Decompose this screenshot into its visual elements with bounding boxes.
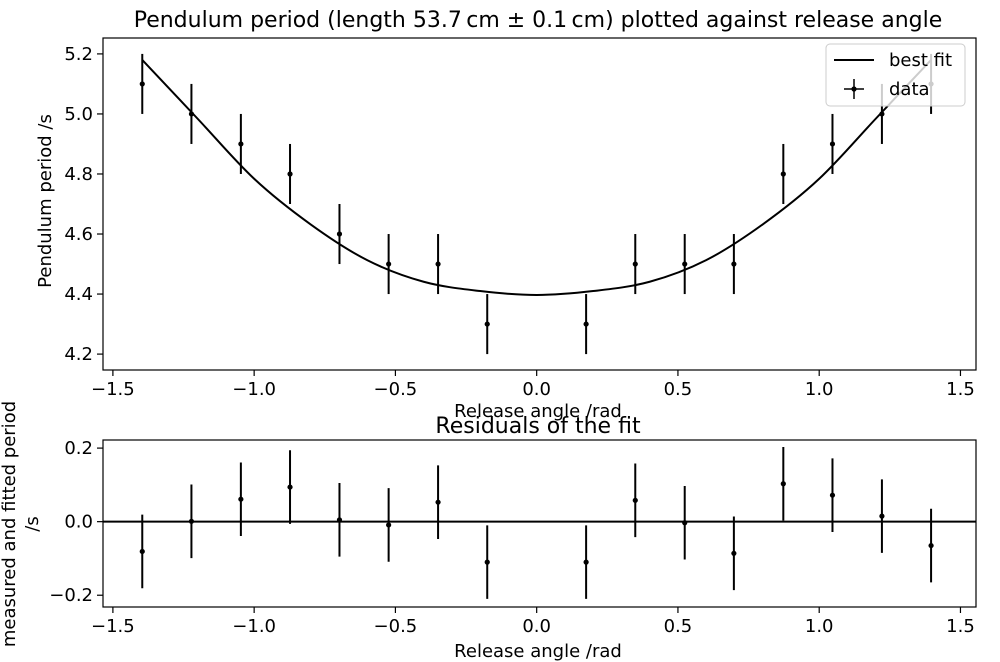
period-chart-title: Pendulum period (length 53.7 cm ± 0.1 cm… [134, 8, 943, 33]
period-x-axis-label: Release angle /rad [454, 401, 622, 422]
residuals-data-point [583, 559, 589, 565]
period-data-point [780, 171, 786, 177]
residuals-y-tick-label: 0.0 [64, 512, 93, 533]
residuals-data-point [287, 484, 293, 490]
residuals-data-point [682, 520, 688, 526]
period-data-point [238, 141, 244, 147]
residuals-data-point [928, 542, 934, 549]
residuals-y-tick-label: 0.2 [64, 438, 93, 459]
residuals-x-axis-label: Release angle /rad [454, 641, 622, 662]
period-x-tick-label: 1.5 [946, 379, 975, 400]
period-data-point [386, 261, 392, 267]
residuals-x-tick-label: −0.5 [374, 616, 418, 637]
period-data-point [188, 111, 195, 117]
period-data-point [731, 261, 737, 267]
period-panel: Pendulum period (length 53.7 cm ± 0.1 cm… [35, 8, 977, 422]
period-data-point [139, 81, 145, 87]
period-y-tick-label: 4.8 [64, 164, 93, 185]
period-x-tick-label: −0.5 [374, 379, 418, 400]
period-y-tick-label: 4.2 [64, 344, 93, 365]
period-data-point [336, 231, 343, 237]
legend: best fit data [825, 43, 966, 107]
residuals-x-tick-label: 0.0 [522, 616, 551, 637]
period-x-tick-label: −1.5 [91, 379, 135, 400]
residuals-axes-frame [102, 439, 977, 608]
period-data-point [879, 111, 885, 117]
legend-label-best-fit: best fit [889, 50, 952, 71]
period-x-tick-label: −1.0 [232, 379, 276, 400]
period-ticks: −1.5 −1.0 −0.5 0.0 0.5 1.0 1.5 4.2 4.4 4.6 4.8 5.0 5… [64, 44, 974, 400]
period-plot-area [139, 53, 934, 355]
period-axes-frame [102, 37, 977, 371]
period-data-point [287, 171, 293, 177]
residuals-data-point [238, 496, 244, 502]
residuals-ticks: −1.5 −1.0 −0.5 0.0 0.5 1.0 1.5 −0.2 0.0 0.2 [49, 438, 975, 637]
residuals-x-tick-label: −1.0 [232, 616, 276, 637]
legend-label-data: data [889, 79, 930, 100]
residuals-data-point [435, 499, 441, 505]
residuals-x-tick-label: 1.0 [805, 616, 834, 637]
period-x-tick-label: 0.5 [664, 379, 693, 400]
period-y-tick-label: 5.2 [64, 44, 93, 65]
residuals-x-tick-label: 1.5 [946, 616, 975, 637]
residuals-data-point [731, 550, 737, 556]
residuals-data-point [139, 548, 145, 555]
residuals-panel: Residuals of the fit Release angle /rad … [0, 401, 977, 662]
residuals-data-point [829, 492, 836, 498]
period-data-point [583, 321, 589, 327]
residuals-plot-area [103, 446, 976, 599]
period-y-tick-label: 5.0 [64, 104, 93, 125]
period-y-tick-label: 4.6 [64, 224, 93, 245]
period-data-point [829, 141, 836, 147]
residuals-x-tick-label: −1.5 [91, 616, 135, 637]
residuals-data-point [879, 513, 885, 519]
residuals-data-point [484, 559, 490, 565]
residuals-chart-title: Residuals of the fit [435, 414, 641, 439]
residuals-y-tick-label: −0.2 [49, 585, 93, 606]
period-x-tick-label: 0.0 [522, 379, 551, 400]
residuals-data-point [386, 522, 392, 528]
residuals-data-point [780, 481, 786, 487]
legend-marker-swatch [851, 86, 857, 92]
residuals-data-point [336, 517, 343, 523]
period-y-axis-label: Pendulum period /s [35, 114, 56, 288]
period-x-tick-label: 1.0 [805, 379, 834, 400]
residuals-data-point [632, 497, 638, 503]
period-best-fit-line [141, 59, 932, 296]
period-data-point [484, 321, 490, 327]
period-data-point [435, 261, 441, 267]
residuals-y-axis-label-line-2: /s [22, 516, 43, 531]
residuals-data-point [188, 518, 195, 524]
residuals-y-axis-label-line-1: measured and fitted period [0, 401, 20, 647]
period-data-point [682, 261, 688, 267]
period-y-tick-label: 4.4 [64, 284, 93, 305]
residuals-x-tick-label: 0.5 [664, 616, 693, 637]
period-data-point [632, 261, 638, 267]
